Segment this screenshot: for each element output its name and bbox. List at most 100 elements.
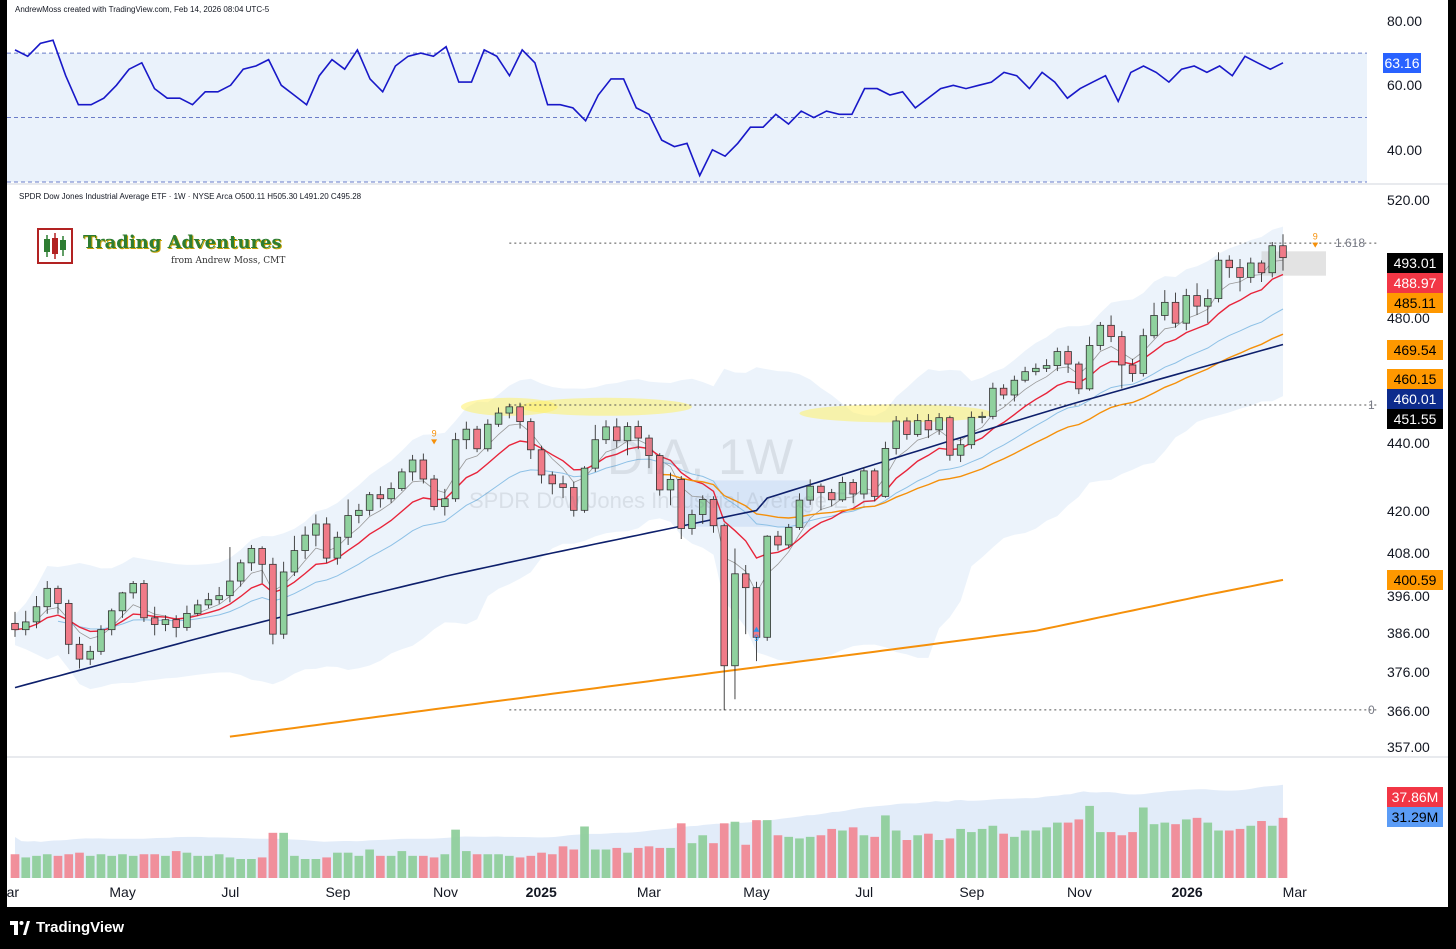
price-tick: 420.00: [1387, 503, 1430, 519]
candle-body: [774, 535, 782, 546]
volume-bar: [171, 851, 181, 878]
candle-body: [1042, 365, 1051, 369]
candle-body: [763, 535, 771, 638]
candle-body: [1161, 301, 1169, 316]
highlight-ellipse: [520, 397, 692, 416]
time-axis-label: Sep: [959, 884, 985, 900]
volume-bar: [247, 859, 256, 878]
volume-bar: [1042, 827, 1051, 878]
volume-bar: [333, 852, 342, 878]
volume-bar: [494, 854, 503, 878]
volume-bar: [623, 852, 632, 878]
footer-brand-text: TradingView: [36, 919, 125, 936]
candle-body: [441, 498, 449, 507]
candle-body: [505, 406, 514, 414]
time-axis-label: Mar: [1282, 884, 1307, 900]
time-axis-label: 2026: [1171, 884, 1203, 900]
volume-bar: [429, 857, 439, 878]
volume-bar: [75, 852, 84, 878]
volume-bar: [1085, 805, 1094, 878]
price-tick: 376.00: [1387, 664, 1430, 680]
footer-brand[interactable]: TradingView: [10, 919, 124, 936]
volume-bar: [96, 854, 106, 878]
volume-bar: [354, 855, 364, 878]
candle-body: [656, 455, 664, 491]
rsi-tick: 80.00: [1387, 12, 1423, 29]
candle-body: [1171, 301, 1180, 324]
volume-bar: [902, 840, 912, 878]
candle-body: [333, 536, 342, 559]
volume-bar: [1257, 821, 1266, 878]
candle-body: [613, 426, 621, 442]
volume-bar: [419, 855, 428, 878]
tradingview-logo-icon: [10, 920, 30, 935]
candle-body: [193, 604, 202, 614]
volume-bar: [956, 828, 965, 878]
volume-bar: [805, 836, 815, 878]
volume-bar: [10, 854, 20, 878]
candle-body: [183, 612, 191, 628]
volume-bar: [1235, 828, 1245, 878]
volume-bar: [504, 855, 514, 878]
volume-bar: [1020, 830, 1030, 878]
sma-200-line: [229, 578, 1284, 738]
volume-bar: [569, 849, 579, 878]
volume-bar: [881, 815, 890, 878]
candle-body: [387, 488, 395, 500]
candle-body: [462, 428, 471, 441]
td-arrow-icon: [431, 439, 438, 445]
volume-bar: [1128, 832, 1137, 878]
candle-body: [956, 444, 965, 456]
volume-bar: [311, 859, 321, 878]
symbol-watermark: DIA, 1W: [607, 429, 794, 485]
candle-body: [365, 494, 374, 511]
volume-bar: [118, 854, 127, 878]
td-count-marker: 9: [432, 428, 437, 438]
candle-body: [1182, 295, 1191, 324]
candle-body: [279, 571, 288, 635]
candle-body: [741, 573, 750, 589]
candle-body: [247, 548, 256, 564]
volume-bar: [461, 851, 471, 878]
volume-bar: [257, 857, 267, 878]
volume-bar: [343, 852, 353, 878]
time-axis-label: May: [743, 884, 770, 900]
rsi-tick: 60.00: [1387, 77, 1423, 94]
candle-body: [451, 439, 460, 500]
candle-body: [1085, 345, 1094, 390]
candle-body: [1257, 262, 1266, 274]
candle-body: [827, 492, 836, 501]
volume-bar: [773, 835, 783, 878]
candle-body: [22, 621, 30, 631]
volume-bar: [698, 835, 708, 878]
volume-bar: [365, 849, 374, 878]
volume-bar: [1203, 822, 1213, 878]
price-tick: 408.00: [1387, 545, 1430, 561]
price-tick: 440.00: [1387, 435, 1430, 451]
candle-body: [376, 494, 385, 500]
symbol-legend[interactable]: SPDR Dow Jones Industrial Average ETF · …: [19, 192, 362, 201]
candle-body: [172, 619, 180, 628]
volume-bar: [730, 821, 740, 878]
chart-svg[interactable]: 9 9 9: [7, 0, 1448, 907]
rsi-tick: 40.00: [1387, 141, 1423, 158]
chart-canvas[interactable]: 9 9 9 AndrewMoss created with TradingView.…: [7, 0, 1448, 907]
candle-body: [1236, 267, 1244, 278]
volume-bar: [999, 833, 1008, 878]
candle-body: [752, 587, 761, 638]
volume-bar: [300, 859, 310, 878]
volume-bar: [676, 823, 686, 878]
volume-bar: [795, 838, 804, 878]
ema-20-line: [57, 308, 1284, 630]
candle-body: [1279, 245, 1287, 259]
volume-bar: [150, 854, 160, 878]
volume-bar: [64, 854, 74, 878]
candle-body: [398, 471, 406, 489]
candle-body: [784, 527, 793, 546]
candle-body: [1096, 324, 1105, 346]
candle-body: [967, 416, 976, 446]
candle-body: [1064, 351, 1072, 365]
volume-bar: [913, 835, 922, 878]
volume-bar: [547, 854, 557, 878]
